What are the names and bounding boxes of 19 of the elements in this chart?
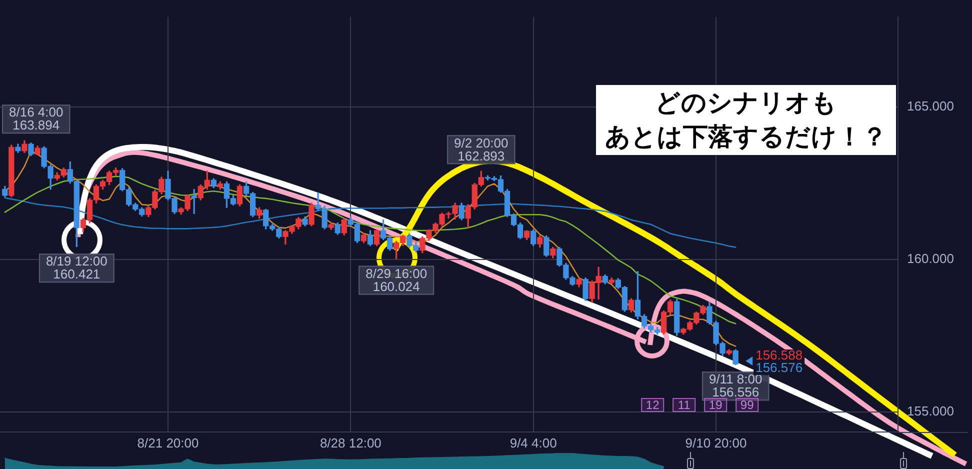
x-tick-label: 9/10 20:00	[685, 435, 747, 450]
text: 99	[740, 398, 754, 412]
text: あとは下落するだけ！？	[604, 121, 888, 153]
text: どのシナリオも	[654, 87, 838, 119]
text: 156.576	[756, 360, 803, 376]
x-tick-label: 8/21 20:00	[137, 435, 199, 450]
y-tick-label: 160.000	[907, 251, 954, 266]
annotation: 8/16 4:00 163.894	[9, 104, 64, 133]
y-tick-label: 165.000	[907, 98, 954, 114]
x-tick-label: 9/4 4:00	[510, 435, 557, 450]
x-tick-label: 8/28 12:00	[320, 435, 382, 450]
annotation: 8/29 16:00 160.024	[366, 266, 428, 294]
annotation: 8/19 12:00 160.421	[46, 254, 108, 282]
text: 156.588	[756, 348, 803, 363]
annotation: 12	[646, 398, 660, 412]
y-tick-label: 155.000	[907, 404, 954, 419]
annotation: 19	[708, 398, 723, 412]
annotation: 11	[678, 398, 691, 412]
annotation: 9/2 20:00 162.893	[454, 135, 508, 164]
